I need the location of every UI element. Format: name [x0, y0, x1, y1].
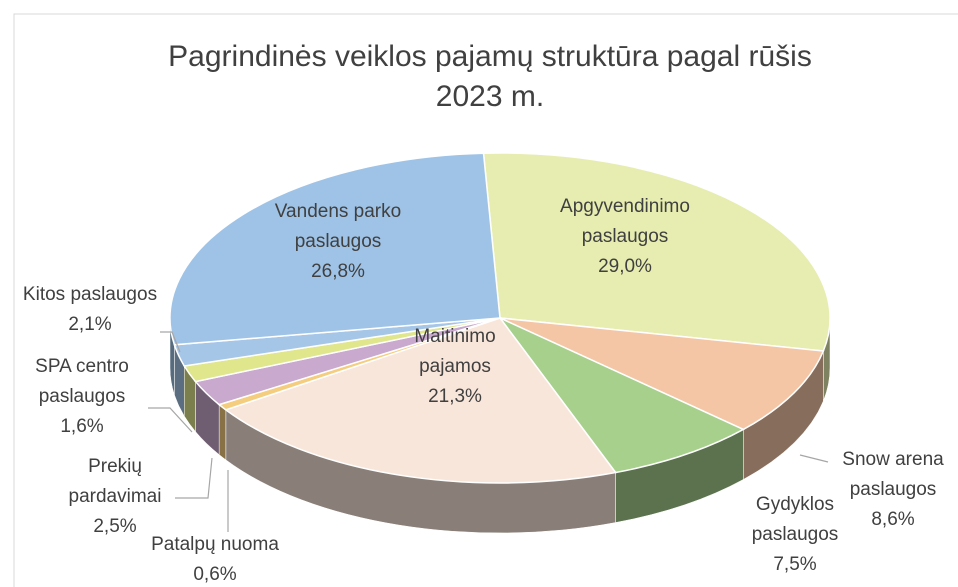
slice-side [218, 404, 227, 461]
slice-value-label: 26,8% [311, 261, 365, 282]
slice-value-label: 2,1% [68, 314, 111, 335]
slice-label: Maitinimo pajamos [414, 326, 495, 377]
leader-line [175, 457, 213, 499]
leader-line [160, 331, 181, 353]
slice-value-label: 7,5% [773, 554, 816, 575]
slice [499, 317, 825, 431]
slice-value-label: 29,0% [598, 256, 652, 277]
slice-label: Patalpų nuoma [151, 534, 279, 555]
slice-label: SPA centro paslaugos [35, 356, 129, 407]
leader-line [799, 454, 829, 463]
slice-label: Prekių pardavimai [69, 456, 162, 507]
slice-value-label: 0,6% [193, 564, 236, 585]
slice-label: Apgyvendinimo paslaugos [560, 196, 690, 247]
slice-value-label: 1,6% [60, 416, 103, 437]
slice-label: Snow arena paslaugos [842, 449, 944, 500]
slice-label: Kitos paslaugos [23, 284, 157, 305]
slice-label: Vandens parko paslaugos [275, 201, 401, 252]
slice [169, 152, 501, 346]
slice [224, 317, 617, 484]
slice [482, 152, 831, 352]
slice-label: Gydyklos paslaugos [752, 494, 839, 545]
slice-value-label: 2,5% [93, 516, 136, 537]
slice [499, 317, 745, 474]
slice-value-label: 8,6% [871, 509, 914, 530]
leader-line [148, 407, 193, 433]
slice-value-label: 21,3% [428, 386, 482, 407]
chart-title: Pagrindinės veiklos pajamų struktūra pag… [168, 40, 812, 113]
